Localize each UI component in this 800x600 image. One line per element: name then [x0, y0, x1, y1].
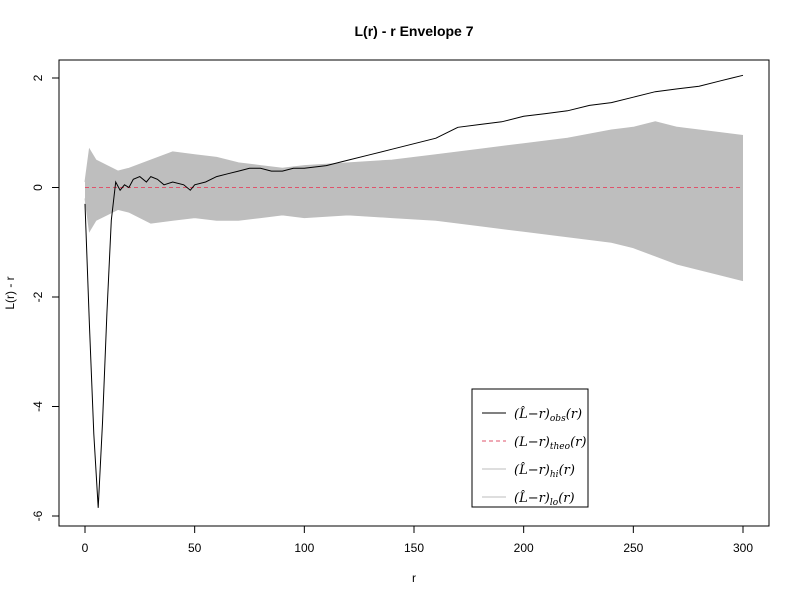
y-tick-label: -2: [31, 291, 45, 302]
x-tick-label: 250: [623, 541, 643, 555]
legend-label-lo: (L̂−r)lo(r): [514, 490, 575, 508]
x-axis-title: r: [412, 571, 416, 585]
y-tick-label: 2: [31, 74, 45, 81]
y-tick-label: -4: [31, 401, 45, 412]
series-line-lo: [84, 198, 744, 282]
legend-label-theo: (L−r)theo(r): [514, 435, 586, 452]
legend-label-hi: (L̂−r)hi(r): [514, 462, 575, 480]
envelope-band: [85, 121, 743, 281]
x-axis: 0 50 100 150 200 250 300: [82, 525, 753, 555]
y-tick-label: -6: [31, 510, 45, 521]
chart-title: L(r) - r Envelope 7: [354, 23, 473, 39]
x-tick-label: 300: [733, 541, 753, 555]
legend: (L̂−r)obs(r) (L−r)theo(r) (L̂−r)hi(r) (L̂−r…: [471, 388, 589, 508]
legend-box: [471, 388, 589, 508]
y-axis: -6 -4 -2 0 2: [31, 74, 60, 521]
series-line-hi: [84, 121, 744, 183]
y-axis-title: L(r) - r: [3, 276, 17, 309]
series-line-obs: [84, 74, 744, 508]
x-tick-label: 100: [294, 541, 314, 555]
x-tick-label: 50: [188, 541, 202, 555]
x-tick-label: 150: [404, 541, 424, 555]
plot-area: [84, 74, 744, 508]
x-tick-label: 200: [514, 541, 534, 555]
x-tick-label: 0: [82, 541, 89, 555]
legend-label-obs: (L̂−r)obs(r): [514, 406, 582, 424]
y-tick-label: 0: [31, 184, 45, 191]
